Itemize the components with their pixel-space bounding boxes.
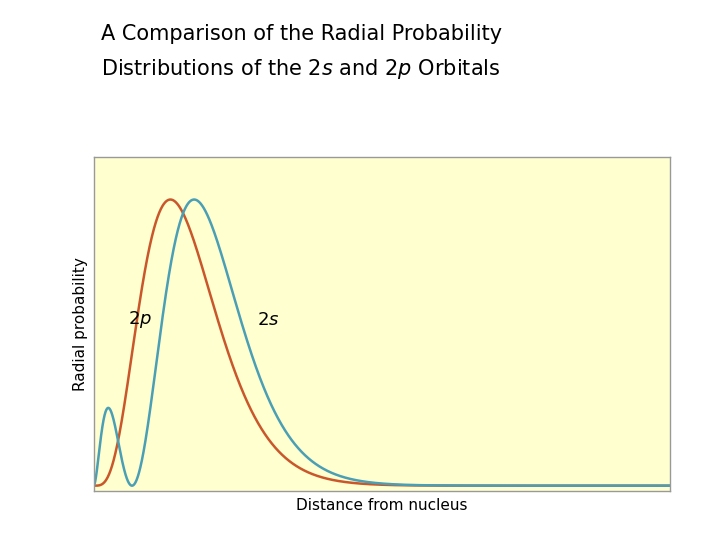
X-axis label: Distance from nucleus: Distance from nucleus [296, 498, 467, 514]
Text: $2p$: $2p$ [128, 309, 152, 330]
Y-axis label: Radial probability: Radial probability [73, 257, 88, 391]
Text: A Comparison of the Radial Probability: A Comparison of the Radial Probability [101, 24, 502, 44]
Text: $2s$: $2s$ [257, 310, 279, 329]
Text: Distributions of the 2$s$ and 2$p$ Orbitals: Distributions of the 2$s$ and 2$p$ Orbit… [101, 57, 500, 80]
